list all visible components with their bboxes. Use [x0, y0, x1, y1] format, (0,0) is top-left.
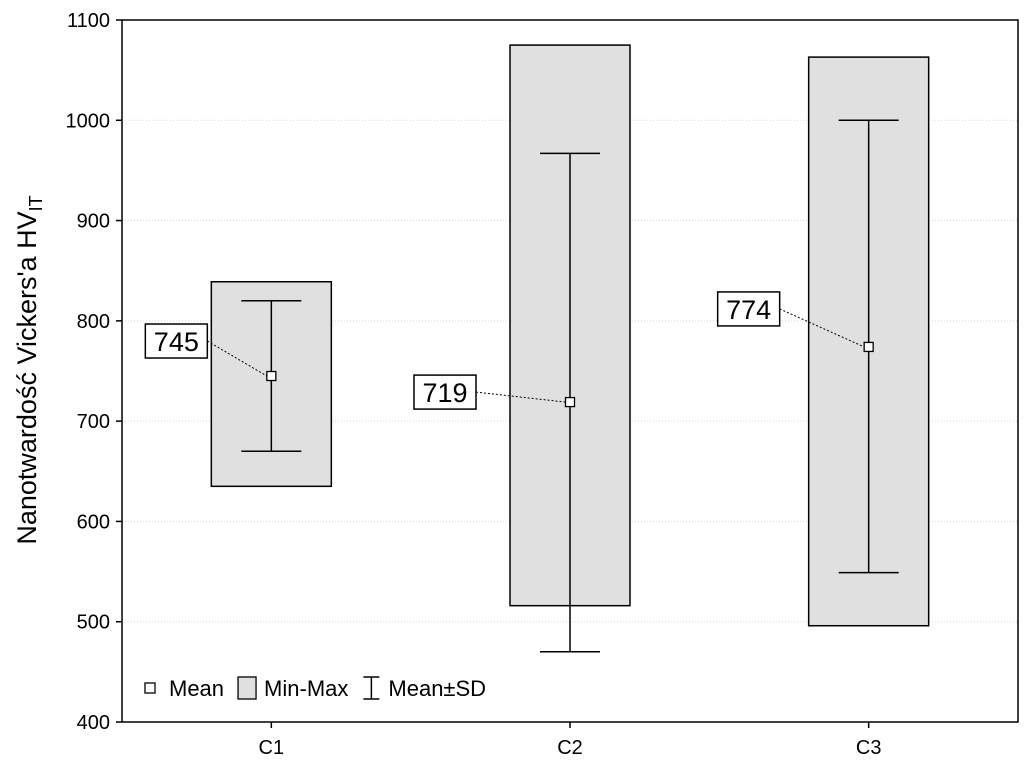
y-tick-label: 1000 [66, 110, 111, 132]
y-tick-label: 400 [77, 712, 110, 734]
y-tick-label: 600 [77, 511, 110, 533]
legend-label: Min-Max [264, 676, 348, 701]
mean-label-leader [475, 391, 566, 403]
x-tick-label: C3 [856, 737, 882, 759]
sd-whiskers [241, 119, 899, 653]
mean-marker [863, 341, 874, 353]
axes: 400 500 600 700 800 900 1000 1100 C1 C2 C3 [66, 10, 882, 759]
y-axis-label-subscript: IT [26, 195, 46, 211]
y-axis-label-main: Nanotwardość Vickers'a HV [12, 211, 42, 544]
legend-min-max-box [237, 676, 257, 700]
x-tick-label: C1 [259, 737, 285, 759]
x-tick-label: C2 [557, 737, 583, 759]
mean-markers: 745 719 774 [144, 291, 874, 410]
mean-label: 745 [154, 327, 199, 357]
legend-label: Mean [169, 676, 224, 701]
mean-label: 774 [726, 295, 771, 325]
mean-label-box [716, 291, 781, 327]
mean-label-box [144, 323, 209, 359]
y-tick-label: 700 [77, 411, 110, 433]
y-tick-label: 900 [77, 211, 110, 233]
y-tick-label: 1100 [67, 10, 110, 32]
mean-label: 719 [422, 378, 467, 408]
mean-label-leader [779, 308, 865, 348]
legend-label: Mean±SD [388, 676, 486, 701]
legend: Mean Min-Max Mean±SD [144, 676, 486, 701]
mean-marker [266, 370, 277, 382]
y-tick-label: 500 [77, 612, 110, 634]
legend-mean-marker [144, 682, 156, 694]
mean-label-box [413, 374, 477, 410]
y-axis-label: Nanotwardość Vickers'a HVIT [12, 195, 46, 544]
mean-marker [564, 396, 576, 408]
y-tick-label: 800 [77, 311, 110, 333]
mean-label-leader [207, 340, 268, 377]
